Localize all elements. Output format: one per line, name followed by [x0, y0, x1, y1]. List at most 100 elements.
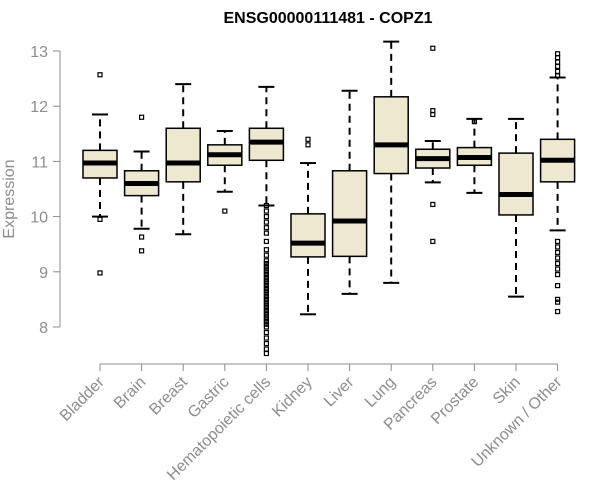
outlier-point [263, 230, 269, 236]
outlier-point [139, 234, 145, 240]
outlier-point [263, 291, 269, 297]
box-iqr [331, 170, 368, 258]
box-skin [498, 117, 534, 298]
outlier-point [263, 302, 269, 308]
outlier-point [263, 258, 269, 264]
box-group [82, 40, 576, 357]
outlier-point [430, 238, 436, 245]
outlier-point [263, 313, 269, 319]
outlier-point [263, 346, 269, 352]
outlier-point [263, 310, 269, 316]
box-liver [331, 89, 368, 295]
outlier-point [263, 263, 269, 269]
y-tick-label: 12 [30, 99, 48, 116]
outlier-point [263, 219, 269, 225]
outlier-point [263, 269, 269, 275]
outlier-point [430, 201, 436, 208]
outlier-point [263, 335, 269, 341]
outlier-point [305, 142, 311, 148]
outlier-point [554, 55, 561, 61]
outlier-point [554, 260, 561, 267]
outlier-point [430, 111, 436, 118]
outlier-point [263, 260, 269, 267]
outlier-point [554, 271, 561, 278]
outlier-point [554, 238, 561, 245]
outlier-point [471, 119, 477, 125]
outlier-point [554, 244, 561, 250]
box-iqr [290, 213, 326, 258]
outlier-point [263, 225, 269, 231]
outlier-point [263, 305, 269, 311]
outlier-point [263, 350, 269, 357]
x-tick-label: Lung [362, 374, 399, 411]
outlier-point [222, 208, 228, 214]
x-tick-label: Breast [146, 373, 191, 418]
outlier-point [263, 285, 269, 291]
y-tick-label: 11 [31, 154, 48, 171]
box-iqr [498, 152, 534, 216]
outlier-point [97, 270, 103, 276]
box-unknown-other [539, 51, 576, 315]
outlier-point [97, 216, 103, 222]
outlier-point [554, 63, 561, 70]
outlier-point [554, 249, 561, 256]
outlier-point [263, 294, 269, 300]
outlier-point [263, 266, 269, 272]
outlier-point [554, 296, 561, 302]
outlier-point [430, 45, 436, 51]
outlier-point [554, 255, 561, 261]
outlier-point [554, 299, 561, 305]
outlier-point [554, 283, 561, 289]
box-bladder [82, 72, 118, 276]
outlier-point [263, 318, 269, 325]
box-iqr [373, 96, 409, 175]
box-breast [165, 83, 201, 236]
chart-title: ENSG00000111481 - COPZ1 [223, 10, 432, 27]
outlier-point [263, 202, 269, 209]
outlier-point [263, 238, 269, 245]
y-tick-label: 9 [39, 265, 48, 282]
y-tick-label: 10 [30, 210, 48, 227]
outlier-point [263, 271, 269, 278]
outlier-point [554, 266, 561, 272]
outlier-point [97, 72, 103, 78]
outlier-point [305, 136, 311, 142]
outlier-point [263, 280, 269, 286]
outlier-point [139, 248, 145, 254]
x-tick-label: Skin [490, 374, 524, 408]
x-tick-label: Kidney [269, 374, 316, 421]
outlier-point [263, 214, 269, 220]
y-tick-label: 8 [39, 320, 48, 337]
outlier-point [263, 316, 269, 322]
outlier-point [139, 114, 145, 120]
outlier-point [263, 296, 269, 302]
outlier-point [554, 73, 561, 79]
box-iqr [165, 127, 201, 183]
outlier-point [263, 283, 269, 289]
outlier-point [263, 208, 269, 214]
outlier-point [263, 324, 269, 330]
outlier-point [554, 68, 561, 75]
outlier-point [263, 299, 269, 305]
outlier-point [263, 307, 269, 314]
y-axis-label: Expression [1, 159, 18, 238]
outlier-point [263, 277, 269, 283]
box-prostate [456, 117, 493, 194]
box-gastric [207, 130, 243, 214]
x-tick-label: Brain [111, 374, 149, 412]
box-brain [123, 114, 160, 254]
outlier-point [263, 321, 269, 327]
box-kidney [290, 136, 326, 316]
outlier-point [263, 340, 269, 347]
outlier-point [263, 274, 269, 280]
box-lung [373, 40, 409, 284]
outlier-point [263, 247, 269, 253]
x-tick-label: Bladder [57, 373, 108, 424]
x-tick-label: Liver [321, 373, 358, 410]
box-hematopoietic-cells [248, 85, 285, 357]
y-axis: 8 9 10 11 12 13 [30, 44, 61, 337]
y-tick-label: 13 [30, 44, 48, 61]
outlier-point [554, 308, 561, 315]
box-pancreas [415, 45, 451, 245]
